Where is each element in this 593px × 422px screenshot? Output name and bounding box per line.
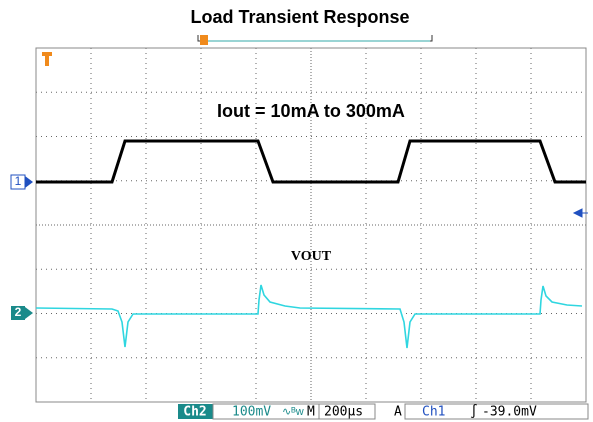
slope-symbol: ∫ — [470, 404, 478, 420]
ch1-trace — [36, 139, 586, 184]
record-bracket — [197, 35, 433, 42]
ch2-marker: 2 — [15, 305, 22, 319]
timebase-box — [318, 403, 376, 420]
title: Load Transient Response — [190, 7, 409, 27]
ch2-arrow — [25, 307, 33, 319]
status-trigger-source: Ch1 — [422, 405, 445, 420]
trigger-pos-icon — [200, 35, 208, 45]
ch2-badge — [178, 404, 213, 419]
status-scale: 100mV — [232, 405, 271, 420]
status-timebase: 200µs — [324, 405, 363, 420]
status-channel: Ch2 — [183, 405, 206, 420]
trace-label: VOUT — [291, 249, 332, 264]
ch2-marker-box — [11, 306, 25, 320]
screen-frame — [35, 47, 587, 403]
annotation: Iout = 10mA to 300mA — [217, 101, 405, 121]
ch1-marker: 1 — [15, 174, 22, 188]
status-trigger-level: -39.0mV — [482, 405, 537, 420]
ch2-trace — [35, 284, 583, 349]
trigger-level-arrow — [572, 208, 588, 218]
status-acquire: A — [394, 405, 402, 420]
bw-symbol: ∿ᴮw — [282, 406, 304, 418]
trigger-marker — [42, 52, 52, 66]
ch1-arrow — [25, 176, 33, 188]
trigger-box — [404, 403, 589, 420]
status-timebase-label: M — [307, 405, 315, 420]
